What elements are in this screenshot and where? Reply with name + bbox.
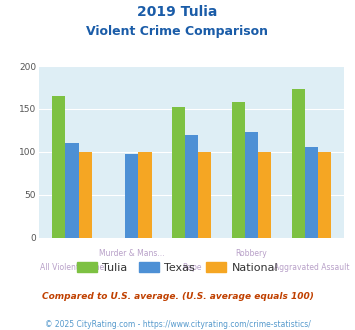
Bar xyxy=(185,135,198,238)
Legend: Tulia, Texas, National: Tulia, Texas, National xyxy=(72,258,283,278)
Bar xyxy=(172,107,185,238)
Bar xyxy=(138,152,152,238)
Bar xyxy=(305,147,318,238)
Text: Rape: Rape xyxy=(182,263,201,272)
Text: 2019 Tulia: 2019 Tulia xyxy=(137,5,218,19)
Text: Robbery: Robbery xyxy=(236,249,267,258)
Bar xyxy=(52,96,65,238)
Bar xyxy=(125,153,138,238)
Text: © 2025 CityRating.com - https://www.cityrating.com/crime-statistics/: © 2025 CityRating.com - https://www.city… xyxy=(45,320,310,329)
Bar xyxy=(78,152,92,238)
Bar xyxy=(318,152,331,238)
Text: Violent Crime Comparison: Violent Crime Comparison xyxy=(87,25,268,38)
Bar xyxy=(258,152,271,238)
Bar xyxy=(292,89,305,238)
Text: All Violent Crime: All Violent Crime xyxy=(40,263,104,272)
Bar xyxy=(198,152,212,238)
Bar xyxy=(232,102,245,238)
Bar xyxy=(65,143,78,238)
Bar xyxy=(245,132,258,238)
Text: Murder & Mans...: Murder & Mans... xyxy=(99,249,165,258)
Text: Aggravated Assault: Aggravated Assault xyxy=(274,263,349,272)
Text: Compared to U.S. average. (U.S. average equals 100): Compared to U.S. average. (U.S. average … xyxy=(42,292,313,301)
